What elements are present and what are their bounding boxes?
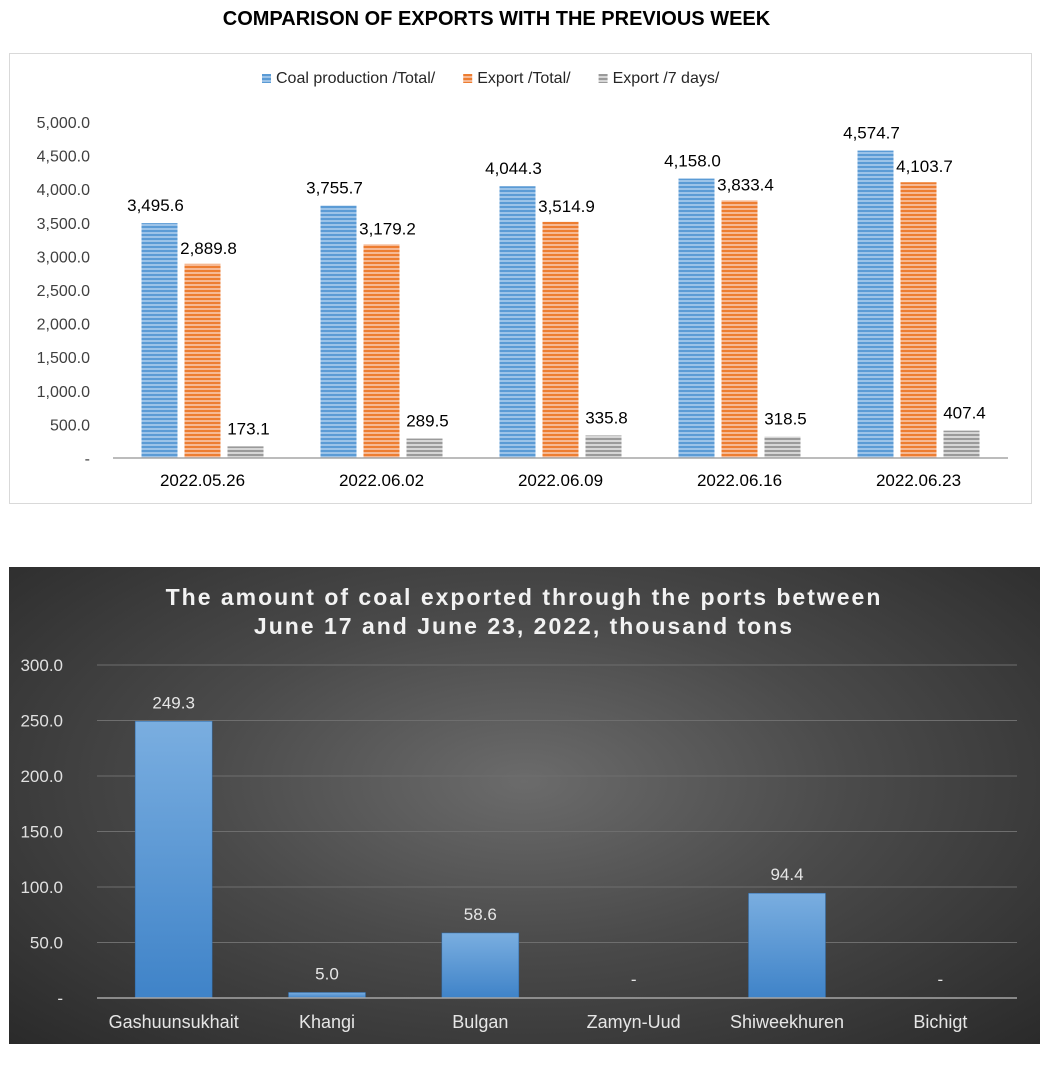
x-tick-label: 2022.06.23 [876,471,961,490]
x-tick-label: Shiweekhuren [730,1012,844,1032]
x-tick-label: Zamyn-Uud [587,1012,681,1032]
bar-coal-production-total-2022.06.09 [499,186,536,459]
x-tick-label: Khangi [299,1012,355,1032]
bar-coal-production-total-2022.06.23 [857,150,894,458]
chart-title-line-2: June 17 and June 23, 2022, thousand tons [254,613,794,639]
chart-title-line-1: The amount of coal exported through the … [166,584,883,610]
data-label-export-total: 3,833.4 [717,175,774,194]
y-tick-label: 1,500.0 [37,350,90,367]
y-tick-label: 2,000.0 [37,317,90,334]
data-label-export-7-days: 335.8 [585,408,628,427]
data-label-bichigt: - [937,970,943,989]
data-label-coal-production-total: 3,495.6 [127,196,184,215]
legend-label-coal-production-total: Coal production /Total/ [276,70,436,87]
bar-gashuunsukhait [134,721,213,999]
data-label-export-total: 3,179.2 [359,219,416,238]
data-label-shiweekhuren: 94.4 [770,865,803,884]
bar-khangi [288,992,366,999]
bar-export-total-2022.06.16 [721,200,758,459]
y-tick-label: 300.0 [20,656,63,675]
legend-label-export-7-days: Export /7 days/ [613,70,720,87]
y-tick-label: 4,000.0 [37,182,90,199]
legend-swatch-export-7-days [598,74,608,83]
x-tick-label: 2022.06.09 [518,471,603,490]
y-tick-label: 150.0 [20,823,63,842]
bar-bulgan [441,932,520,999]
bar-export-7-days-2022.06.02 [406,438,443,458]
x-tick-label: Bulgan [452,1012,508,1032]
data-label-bulgan: 58.6 [464,905,497,924]
port-exports-chart: The amount of coal exported through the … [20,584,1017,1032]
y-tick-label: 5,000.0 [37,115,90,132]
bar-export-total-2022.06.09 [542,221,579,458]
y-tick-label: 200.0 [20,767,63,786]
y-tick-label: 4,500.0 [37,149,90,166]
y-tick-label: - [85,451,90,468]
y-tick-label: 3,000.0 [37,249,90,266]
y-tick-label: - [57,989,63,1008]
data-label-khangi: 5.0 [315,964,339,983]
bar-coal-production-total-2022.05.26 [141,223,178,458]
y-tick-label: 2,500.0 [37,283,90,300]
x-tick-label: 2022.06.02 [339,471,424,490]
data-label-coal-production-total: 3,755.7 [306,179,363,198]
data-label-zamyn-uud: - [631,970,637,989]
bar-export-7-days-2022.06.23 [943,430,980,458]
legend-label-export-total: Export /Total/ [477,70,571,87]
y-tick-label: 50.0 [30,934,63,953]
weekly-exports-chart: Coal production /Total/Export /Total/Exp… [37,70,1008,490]
legend-swatch-coal-production-total [262,74,271,83]
data-label-coal-production-total: 4,574.7 [843,124,900,143]
data-label-export-7-days: 407.4 [943,404,986,423]
bar-export-total-2022.06.02 [363,244,400,458]
data-label-gashuunsukhait: 249.3 [152,693,195,712]
x-tick-label: Bichigt [913,1012,967,1032]
data-label-coal-production-total: 4,158.0 [664,152,721,171]
y-tick-label: 500.0 [50,417,90,434]
chart-panel-port-exports: The amount of coal exported through the … [9,567,1040,1044]
data-label-coal-production-total: 4,044.3 [485,159,542,178]
x-tick-label: Gashuunsukhait [109,1012,239,1032]
y-tick-label: 100.0 [20,878,63,897]
bar-export-7-days-2022.06.09 [585,435,622,458]
y-tick-label: 250.0 [20,712,63,731]
bar-export-7-days-2022.05.26 [227,446,264,458]
data-label-export-7-days: 173.1 [227,419,270,438]
bar-shiweekhuren [748,892,826,999]
bar-export-total-2022.06.23 [900,182,937,458]
bar-coal-production-total-2022.06.02 [320,205,357,458]
data-label-export-total: 3,514.9 [538,197,595,216]
bar-coal-production-total-2022.06.16 [678,178,715,458]
y-tick-label: 3,500.0 [37,216,90,233]
x-tick-label: 2022.05.26 [160,471,245,490]
chart-panel-weekly-exports: Coal production /Total/Export /Total/Exp… [9,53,1032,504]
data-label-export-total: 4,103.7 [896,157,953,176]
data-label-export-7-days: 289.5 [406,412,449,431]
data-label-export-total: 2,889.8 [180,239,237,258]
bar-export-total-2022.05.26 [184,263,221,458]
bar-export-7-days-2022.06.16 [764,436,801,458]
x-tick-label: 2022.06.16 [697,471,782,490]
data-label-export-7-days: 318.5 [764,410,807,429]
page-title: COMPARISON OF EXPORTS WITH THE PREVIOUS … [222,8,771,30]
y-tick-label: 1,000.0 [37,384,90,401]
legend-swatch-export-total [463,74,473,83]
